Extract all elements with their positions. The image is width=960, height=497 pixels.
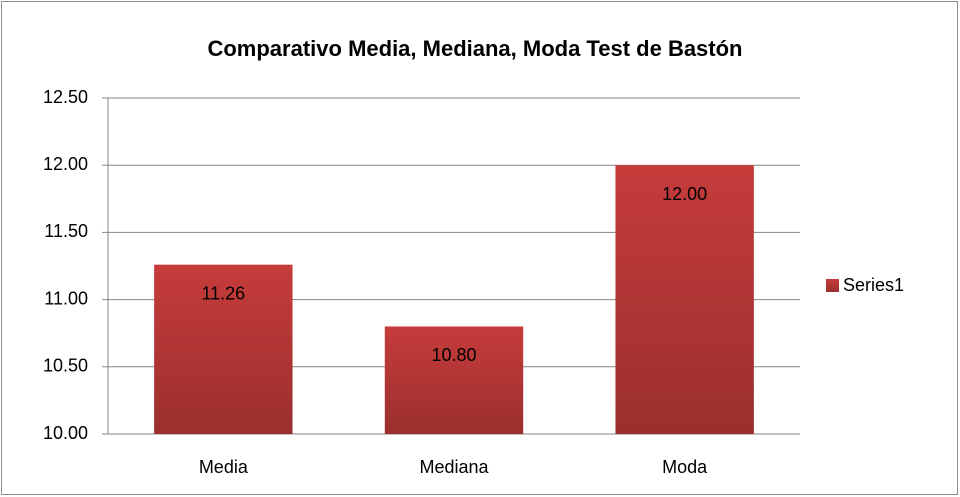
y-tick-label: 11.00 [44, 288, 88, 308]
y-tick-label: 12.50 [43, 87, 88, 107]
legend-swatch [826, 279, 839, 292]
chart-title: Comparativo Media, Mediana, Moda Test de… [207, 36, 742, 61]
x-tick-label: Mediana [419, 457, 489, 477]
bar [154, 264, 293, 434]
x-tick-label: Media [199, 457, 249, 477]
x-tick-label: Moda [662, 457, 708, 477]
bar [384, 326, 524, 434]
y-tick-label: 10.50 [43, 356, 88, 376]
data-label: 12.00 [662, 184, 707, 204]
data-label: 10.80 [431, 345, 476, 365]
y-tick-label: 10.00 [43, 423, 88, 443]
data-label: 11.26 [201, 283, 245, 303]
legend-label: Series1 [843, 275, 904, 295]
y-tick-label: 11.50 [44, 221, 88, 241]
y-tick-label: 12.00 [43, 154, 88, 174]
bar [615, 165, 754, 434]
